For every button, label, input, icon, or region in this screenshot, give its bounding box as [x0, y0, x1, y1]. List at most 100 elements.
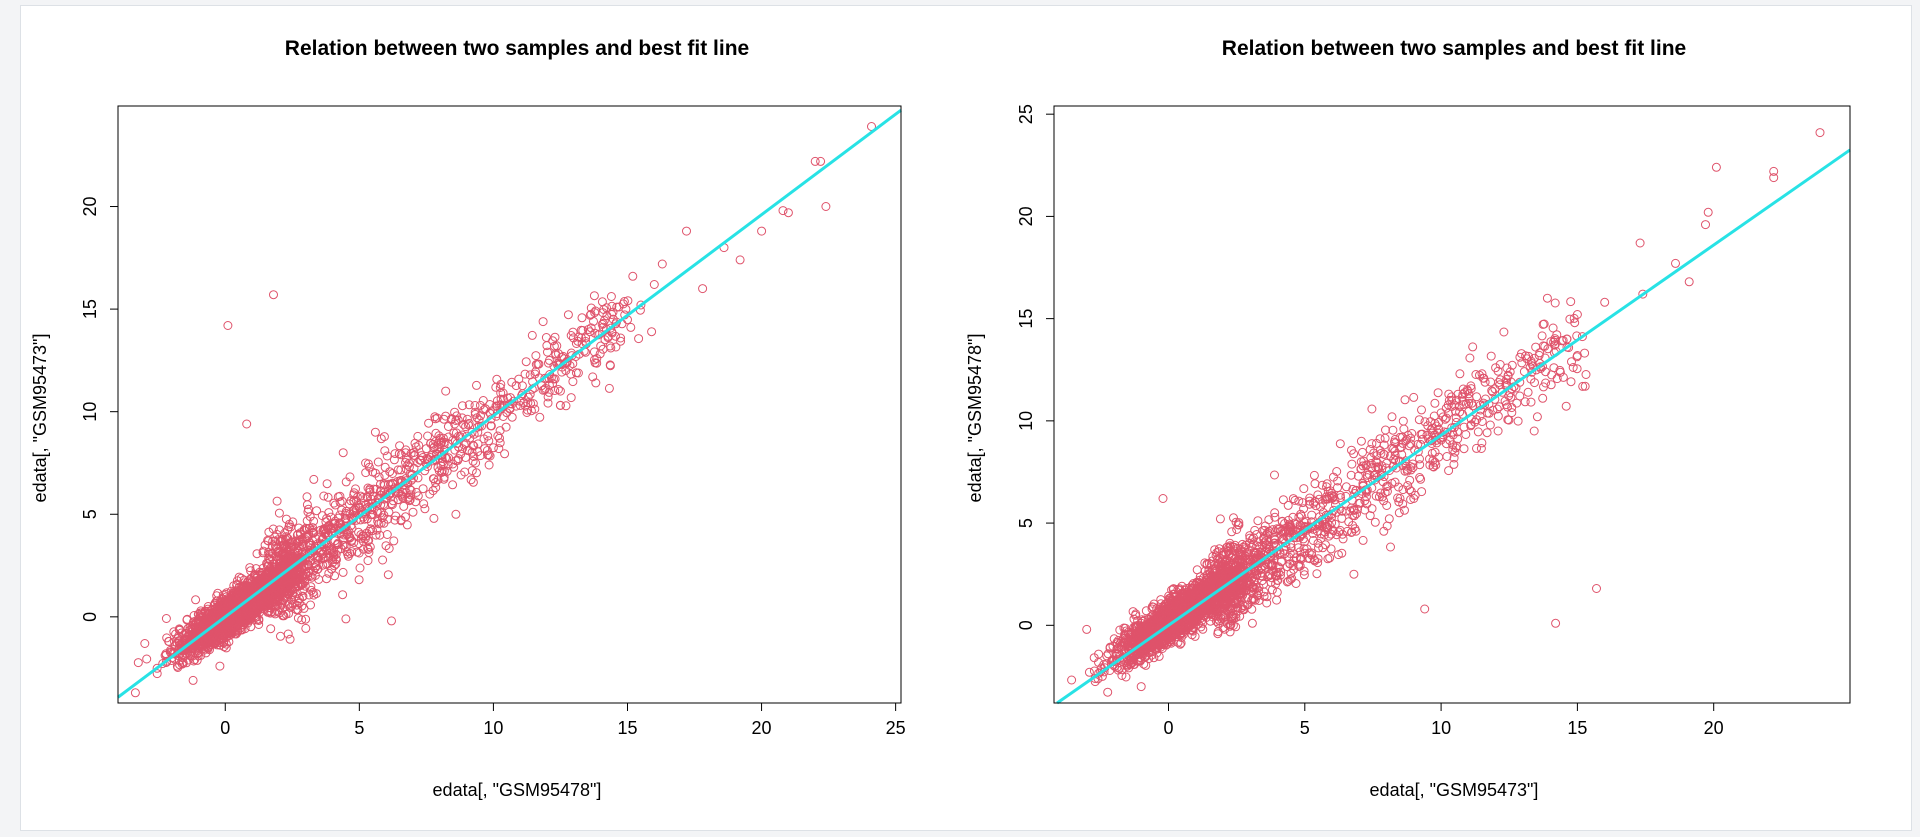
data-point [303, 507, 313, 517]
data-point [548, 336, 558, 346]
data-point [391, 511, 401, 521]
data-point [604, 383, 614, 393]
data-point [249, 602, 259, 612]
data-point [555, 401, 565, 410]
data-point [232, 579, 242, 589]
data-point [464, 400, 474, 410]
chart-title: Relation between two samples and best fi… [1222, 37, 1686, 60]
data-point [187, 646, 197, 656]
data-point [381, 541, 391, 551]
y-tick-label: 10 [1016, 411, 1036, 431]
data-point [473, 422, 482, 432]
data-point [778, 206, 788, 216]
data-point [221, 643, 231, 653]
data-point [488, 443, 498, 453]
data-point [442, 466, 452, 476]
data-point [382, 451, 392, 461]
data-point [228, 598, 238, 608]
data-point [401, 454, 411, 464]
data-point [471, 458, 481, 468]
x-tick-label: 0 [220, 718, 230, 738]
data-point [362, 492, 372, 502]
data-point [433, 475, 443, 485]
data-point [264, 553, 274, 563]
data-point [540, 373, 550, 383]
data-point [229, 594, 239, 604]
data-point [188, 675, 198, 685]
data-point [496, 388, 506, 398]
data-point [367, 510, 377, 520]
data-point [469, 441, 479, 451]
data-point [301, 623, 311, 633]
data-point [158, 659, 168, 668]
data-point [538, 317, 548, 327]
data-point [607, 301, 617, 311]
data-point [425, 489, 435, 499]
data-point [404, 458, 414, 468]
data-point [201, 607, 211, 617]
data-point [376, 518, 386, 528]
data-point [280, 587, 290, 597]
data-point [420, 504, 430, 514]
data-point [583, 325, 593, 334]
data-point [345, 472, 355, 482]
data-point [358, 493, 368, 502]
data-point [335, 497, 345, 507]
data-point [368, 467, 378, 477]
data-point [413, 431, 423, 441]
data-point [386, 488, 396, 498]
data-point [1196, 622, 1206, 632]
data-point [735, 255, 745, 265]
data-point [553, 385, 563, 394]
data-point [682, 226, 691, 236]
plot-window: Relation between two samples and best fi… [20, 5, 1912, 831]
data-point [344, 527, 354, 536]
data-point [365, 542, 375, 552]
data-point [484, 450, 494, 460]
data-point [140, 639, 150, 648]
data-point [464, 446, 474, 455]
data-point [174, 638, 184, 648]
data-point [543, 398, 553, 408]
data-point [338, 448, 348, 458]
data-point [415, 455, 425, 465]
fit-line-group [117, 108, 902, 699]
data-point [293, 581, 303, 591]
data-point [322, 479, 332, 489]
data-point [341, 508, 351, 518]
plot-box [117, 105, 902, 704]
data-point [336, 544, 346, 554]
data-point [550, 386, 560, 395]
data-point [406, 485, 416, 495]
data-point [514, 374, 524, 384]
x-tick-label: 25 [886, 718, 906, 738]
data-point [285, 634, 295, 644]
data-point [459, 440, 469, 450]
data-point [242, 419, 252, 429]
data-point [649, 280, 659, 289]
data-point [388, 469, 397, 478]
data-point [387, 616, 396, 626]
data-point [449, 462, 459, 472]
data-point [436, 461, 446, 471]
data-point [334, 519, 344, 528]
data-point [298, 591, 308, 601]
data-point [276, 631, 285, 641]
data-point [385, 467, 395, 477]
data-point [286, 522, 296, 532]
data-point [380, 462, 390, 472]
data-point [309, 516, 319, 526]
data-point [517, 391, 527, 401]
data-point [281, 514, 291, 524]
data-point [442, 454, 452, 463]
data-point [479, 434, 489, 444]
data-point [612, 302, 622, 312]
data-point [338, 534, 348, 544]
data-point [351, 484, 360, 494]
y-tick-label: 0 [1016, 620, 1036, 630]
data-point [258, 575, 267, 585]
data-point [531, 351, 541, 361]
data-point [522, 408, 532, 417]
data-point [319, 491, 329, 501]
data-point [161, 614, 171, 623]
